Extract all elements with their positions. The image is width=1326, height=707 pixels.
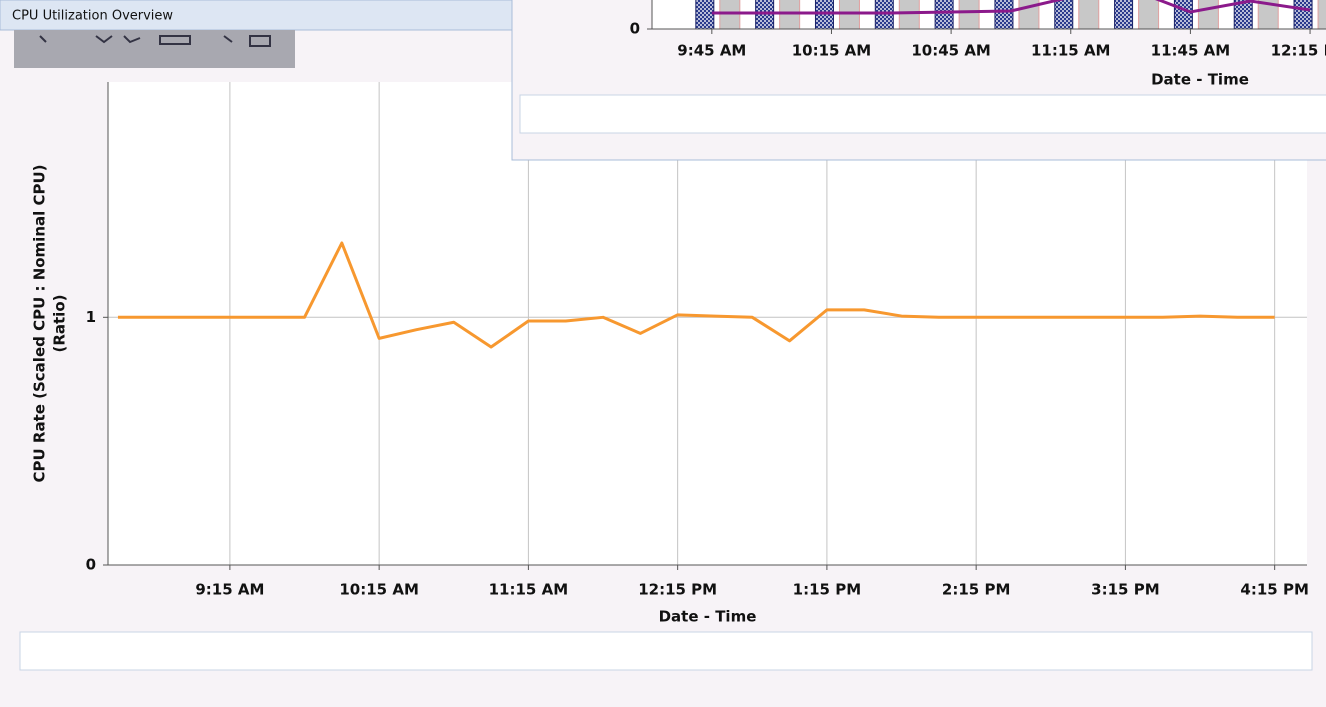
x-tick-label: 11:45 AM bbox=[1151, 42, 1231, 60]
popup-legend bbox=[519, 94, 1326, 134]
data-line bbox=[117, 241, 1275, 349]
bar bbox=[1138, 0, 1160, 30]
bar bbox=[1054, 0, 1074, 30]
toolbar[interactable] bbox=[14, 30, 295, 68]
x-tick-label: 10:45 AM bbox=[911, 42, 991, 60]
legend bbox=[19, 631, 1313, 671]
plot-area bbox=[108, 82, 1307, 565]
bar bbox=[695, 0, 715, 30]
bar bbox=[898, 0, 920, 30]
x-tick-label: 4:15 PM bbox=[1240, 581, 1308, 599]
x-tick-label: 9:15 AM bbox=[195, 581, 264, 599]
x-tick-label: 10:15 AM bbox=[339, 581, 419, 599]
x-tick-label: 12:15 PM bbox=[1271, 42, 1326, 60]
data-line bbox=[711, 0, 1311, 15]
bar bbox=[1078, 0, 1100, 30]
x-tick-label: 11:15 AM bbox=[1031, 42, 1111, 60]
bar bbox=[1197, 0, 1219, 30]
y-axis-label: (Ratio) bbox=[51, 294, 69, 352]
bar bbox=[958, 0, 980, 30]
x-tick-label: 1:15 PM bbox=[793, 581, 861, 599]
x-tick-label: 2:15 PM bbox=[942, 581, 1010, 599]
x-tick-label: 11:15 AM bbox=[489, 581, 569, 599]
bar bbox=[934, 0, 954, 30]
y-tick-label: 0 bbox=[86, 556, 96, 574]
bar bbox=[994, 0, 1014, 30]
bar bbox=[1173, 0, 1193, 30]
x-tick-label: 10:15 AM bbox=[792, 42, 872, 60]
x-axis-label: Date - Time bbox=[659, 608, 757, 626]
panel-title: CPU Utilization Overview bbox=[12, 9, 173, 24]
x-tick-label: 12:15 PM bbox=[638, 581, 717, 599]
x-axis-label: Date - Time bbox=[1151, 71, 1249, 89]
y-axis-label: CPU Rate (Scaled CPU : Nominal CPU) bbox=[31, 164, 49, 482]
y-tick-label: 1 bbox=[86, 308, 96, 326]
toolbar-icons bbox=[39, 35, 271, 47]
x-tick-label: 9:45 AM bbox=[677, 42, 746, 60]
y-tick-label: 0 bbox=[630, 20, 640, 38]
bar bbox=[1114, 0, 1134, 30]
bar bbox=[1293, 0, 1313, 30]
x-tick-label: 3:15 PM bbox=[1091, 581, 1159, 599]
bar bbox=[1317, 0, 1326, 30]
